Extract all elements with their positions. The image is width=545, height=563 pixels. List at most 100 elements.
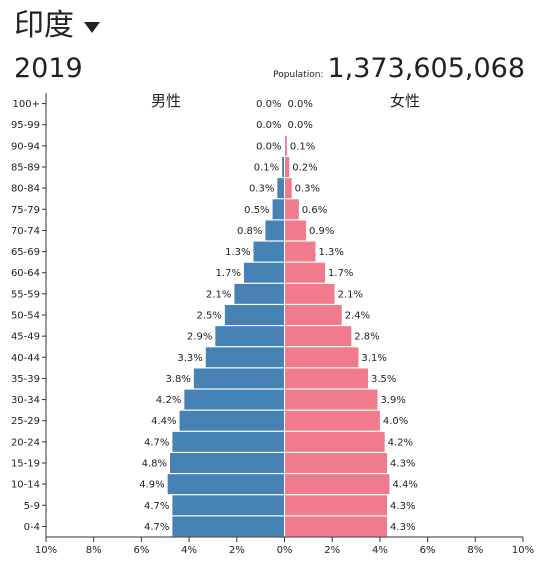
population-value: 1,373,605,068	[327, 53, 525, 84]
female-bar-90-94	[284, 135, 287, 156]
male-value-label: 0.0%	[256, 141, 281, 152]
male-value-label: 0.1%	[254, 163, 279, 174]
female-bar-80-84	[284, 178, 292, 199]
male-series-title: 男性	[151, 92, 181, 110]
x-tick-label: 8%	[86, 545, 102, 556]
x-tick-label: 10%	[512, 545, 534, 556]
y-tick-label: 5-9	[24, 501, 40, 512]
y-tick-label: 45-49	[11, 332, 40, 343]
male-value-label: 1.3%	[225, 247, 250, 258]
x-tick-label: 8%	[467, 545, 483, 556]
female-bar-70-74	[284, 220, 306, 241]
male-value-label: 0.0%	[256, 120, 281, 131]
male-value-label: 2.5%	[196, 311, 221, 322]
female-value-label: 0.1%	[290, 141, 315, 152]
female-bar-35-39	[284, 368, 368, 389]
y-tick-label: 35-39	[11, 374, 40, 385]
male-bar-75-79	[272, 199, 285, 220]
caret-down-icon[interactable]	[84, 21, 100, 33]
female-bar-65-69	[284, 241, 316, 262]
population-label: Population:	[273, 70, 324, 80]
male-bar-15-19	[170, 453, 285, 473]
year-label: 2019	[14, 53, 83, 84]
male-bar-85-89	[282, 157, 285, 177]
y-tick-label: 75-79	[11, 205, 40, 216]
y-tick-label: 30-34	[11, 395, 40, 406]
male-value-label: 1.7%	[216, 268, 241, 279]
male-bar-30-34	[184, 389, 285, 410]
y-tick-label: 55-59	[11, 289, 40, 300]
x-tick-label: 2%	[324, 545, 340, 556]
male-value-label: 2.1%	[206, 289, 231, 300]
male-value-label: 3.8%	[165, 374, 190, 385]
female-bar-60-64	[284, 262, 326, 283]
female-value-label: 3.9%	[381, 395, 406, 406]
y-tick-label: 70-74	[11, 226, 40, 237]
female-value-label: 2.8%	[354, 332, 379, 343]
female-value-label: 4.3%	[390, 459, 415, 470]
y-tick-label: 25-29	[11, 416, 40, 427]
x-tick-label: 6%	[420, 545, 436, 556]
female-value-label: 4.4%	[392, 480, 417, 491]
axes-layer	[42, 93, 524, 542]
population-summary: Population: 1,373,605,068	[273, 52, 525, 86]
female-bar-25-29	[284, 410, 380, 431]
male-value-label: 4.7%	[144, 501, 169, 512]
y-tick-label: 40-44	[11, 353, 40, 364]
male-bar-10-14	[167, 474, 285, 495]
female-value-label: 1.7%	[328, 268, 353, 279]
country-name: 印度	[14, 8, 74, 43]
x-tick-label: 10%	[35, 545, 57, 556]
male-value-label: 3.3%	[177, 353, 202, 364]
female-value-label: 0.0%	[288, 120, 313, 131]
female-bar-0-4	[284, 516, 388, 537]
female-value-label: 3.1%	[361, 353, 386, 364]
y-tick-label: 0-4	[24, 522, 40, 533]
female-value-label: 1.3%	[319, 247, 344, 258]
male-value-label: 4.8%	[142, 459, 167, 470]
female-value-label: 0.9%	[309, 226, 334, 237]
female-bar-5-9	[284, 495, 388, 516]
male-value-label: 0.8%	[237, 226, 262, 237]
country-selector[interactable]: 印度	[14, 6, 100, 46]
male-bar-50-54	[224, 305, 285, 325]
female-value-label: 4.3%	[390, 522, 415, 533]
y-tick-label: 80-84	[11, 184, 40, 195]
y-tick-label: 20-24	[11, 437, 40, 448]
female-bar-30-34	[284, 389, 378, 410]
female-bar-85-89	[284, 157, 290, 177]
female-bar-55-59	[284, 283, 335, 304]
female-value-label: 2.1%	[338, 289, 363, 300]
female-value-label: 2.4%	[345, 311, 370, 322]
male-value-label: 4.7%	[144, 522, 169, 533]
male-bar-45-49	[215, 326, 285, 347]
male-bar-25-29	[179, 410, 285, 431]
y-tick-label: 100+	[13, 99, 40, 110]
female-bar-10-14	[284, 474, 390, 495]
male-value-label: 0.3%	[249, 184, 274, 195]
female-value-label: 4.2%	[388, 437, 413, 448]
male-bar-65-69	[253, 241, 285, 262]
male-bar-20-24	[172, 431, 285, 452]
female-value-label: 3.5%	[371, 374, 396, 385]
y-tick-label: 10-14	[11, 480, 40, 491]
female-value-label: 4.3%	[390, 501, 415, 512]
y-tick-label: 60-64	[11, 268, 40, 279]
y-tick-label: 50-54	[11, 311, 40, 322]
male-bar-60-64	[243, 262, 285, 283]
male-bar-0-4	[172, 516, 285, 537]
male-bar-40-44	[205, 347, 285, 368]
female-bar-15-19	[284, 453, 388, 473]
male-value-label: 4.7%	[144, 437, 169, 448]
male-bar-80-84	[277, 178, 285, 199]
female-value-label: 4.0%	[383, 416, 408, 427]
x-tick-label: 6%	[133, 545, 149, 556]
x-tick-label: 4%	[181, 545, 197, 556]
y-tick-label: 15-19	[11, 459, 40, 470]
x-tick-label: 4%	[372, 545, 388, 556]
female-bar-75-79	[284, 199, 299, 220]
male-bar-35-39	[193, 368, 285, 389]
female-bar-50-54	[284, 305, 342, 325]
female-value-label: 0.0%	[288, 99, 313, 110]
